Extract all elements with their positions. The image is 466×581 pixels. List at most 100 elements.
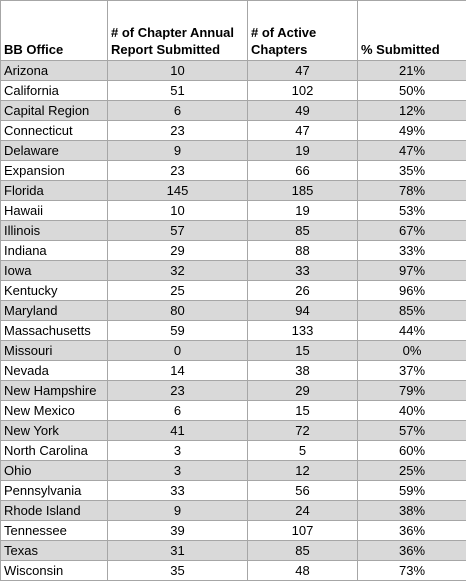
office-cell: Iowa (1, 261, 108, 281)
office-cell: Missouri (1, 341, 108, 361)
value-cell: 35% (358, 161, 466, 181)
value-cell: 21% (358, 61, 466, 81)
value-cell: 29 (108, 241, 248, 261)
office-cell: Delaware (1, 141, 108, 161)
value-cell: 185 (248, 181, 358, 201)
value-cell: 49% (358, 121, 466, 141)
office-cell: Tennessee (1, 521, 108, 541)
value-cell: 26 (248, 281, 358, 301)
office-cell: Nevada (1, 361, 108, 381)
office-cell: North Carolina (1, 441, 108, 461)
value-cell: 73% (358, 561, 466, 581)
office-cell: New Mexico (1, 401, 108, 421)
value-cell: 38 (248, 361, 358, 381)
value-cell: 33% (358, 241, 466, 261)
value-cell: 44% (358, 321, 466, 341)
value-cell: 57% (358, 421, 466, 441)
value-cell: 47 (248, 61, 358, 81)
value-cell: 12 (248, 461, 358, 481)
value-cell: 145 (108, 181, 248, 201)
office-cell: Illinois (1, 221, 108, 241)
value-cell: 88 (248, 241, 358, 261)
value-cell: 107 (248, 521, 358, 541)
office-cell: New Hampshire (1, 381, 108, 401)
value-cell: 47% (358, 141, 466, 161)
value-cell: 96% (358, 281, 466, 301)
value-cell: 5 (248, 441, 358, 461)
value-cell: 6 (108, 401, 248, 421)
value-cell: 53% (358, 201, 466, 221)
value-cell: 10 (108, 61, 248, 81)
value-cell: 51 (108, 81, 248, 101)
value-cell: 25 (108, 281, 248, 301)
office-cell: Rhode Island (1, 501, 108, 521)
value-cell: 15 (248, 341, 358, 361)
office-cell: Expansion (1, 161, 108, 181)
value-cell: 32 (108, 261, 248, 281)
value-cell: 3 (108, 461, 248, 481)
value-cell: 24 (248, 501, 358, 521)
office-cell: Florida (1, 181, 108, 201)
office-cell: Texas (1, 541, 108, 561)
value-cell: 60% (358, 441, 466, 461)
value-cell: 41 (108, 421, 248, 441)
value-cell: 85% (358, 301, 466, 321)
value-cell: 23 (108, 161, 248, 181)
header-cell: BB Office (1, 1, 108, 61)
value-cell: 72 (248, 421, 358, 441)
header-cell: # of Chapter Annual Report Submitted (108, 1, 248, 61)
value-cell: 23 (108, 121, 248, 141)
office-cell: California (1, 81, 108, 101)
header-cell: % Submitted (358, 1, 466, 61)
office-cell: Kentucky (1, 281, 108, 301)
value-cell: 66 (248, 161, 358, 181)
value-cell: 25% (358, 461, 466, 481)
value-cell: 102 (248, 81, 358, 101)
value-cell: 48 (248, 561, 358, 581)
office-cell: Massachusetts (1, 321, 108, 341)
value-cell: 19 (248, 141, 358, 161)
value-cell: 67% (358, 221, 466, 241)
header-row: BB Office# of Chapter Annual Report Subm… (1, 1, 466, 61)
value-cell: 29 (248, 381, 358, 401)
value-cell: 35 (108, 561, 248, 581)
value-cell: 12% (358, 101, 466, 121)
value-cell: 39 (108, 521, 248, 541)
value-cell: 97% (358, 261, 466, 281)
value-cell: 37% (358, 361, 466, 381)
office-cell: Maryland (1, 301, 108, 321)
value-cell: 38% (358, 501, 466, 521)
value-cell: 19 (248, 201, 358, 221)
value-cell: 9 (108, 501, 248, 521)
value-cell: 3 (108, 441, 248, 461)
value-cell: 15 (248, 401, 358, 421)
value-cell: 33 (248, 261, 358, 281)
header-cell: # of Active Chapters (248, 1, 358, 61)
office-cell: Hawaii (1, 201, 108, 221)
office-cell: Connecticut (1, 121, 108, 141)
value-cell: 36% (358, 521, 466, 541)
value-cell: 80 (108, 301, 248, 321)
